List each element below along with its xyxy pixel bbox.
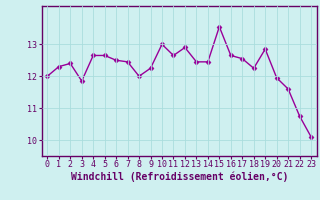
X-axis label: Windchill (Refroidissement éolien,°C): Windchill (Refroidissement éolien,°C): [70, 172, 288, 182]
